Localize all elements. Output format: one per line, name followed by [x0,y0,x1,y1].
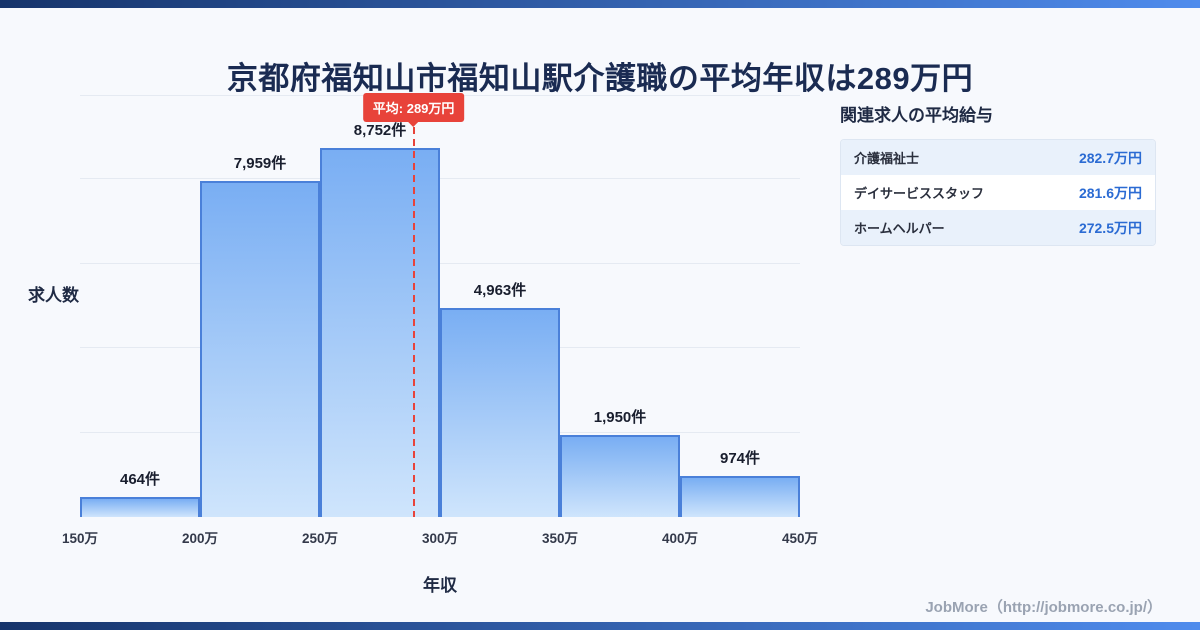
histogram-bar [320,147,440,517]
bar-value-label: 4,963件 [473,281,527,299]
side-panel-title: 関連求人の平均給与 [840,106,993,125]
x-tick-label: 150万 [61,531,99,546]
x-tick-label: 250万 [301,531,339,546]
histogram-bar [200,181,320,517]
job-title-label: ホームヘルパー [854,221,945,236]
bar-value-label: 464件 [119,471,161,489]
job-salary-value: 281.6万円 [1078,184,1142,201]
bottom-gradient-strip [0,622,1200,630]
x-tick-label: 200万 [181,531,219,546]
x-tick-label: 400万 [661,531,699,546]
x-tick-label: 450万 [781,531,819,546]
gridline [80,262,800,264]
bar-value-label: 8,752件 [353,121,407,139]
top-gradient-strip [0,0,1200,8]
bar-value-label: 974件 [719,449,761,467]
bar-value-label: 7,959件 [233,155,287,173]
histogram-bar [680,475,800,517]
average-line [412,127,415,517]
y-axis-label: 求人数 [28,286,79,305]
job-salary-value: 282.7万円 [1078,149,1142,166]
related-jobs-card: 介護福祉士 282.7万円 デイサービススタッフ 281.6万円 ホームヘルパー… [840,139,1156,246]
histogram-bar [80,497,200,517]
x-tick-label: 300万 [421,531,459,546]
related-job-row: デイサービススタッフ 281.6万円 [841,175,1155,210]
x-axis-label: 年収 [423,576,457,595]
footer-credit: JobMore（http://jobmore.co.jp/） [925,599,1162,616]
related-job-row: 介護福祉士 282.7万円 [841,140,1155,175]
x-tick-label: 350万 [541,531,579,546]
histogram-plot: 平均: 289万円 464件 7,959件 8,752件 4,963件 1,950件 97… [62,93,818,546]
bar-value-label: 1,950件 [593,408,647,426]
histogram-bar [560,434,680,517]
page-title: 京都府福知山市福知山駅介護職の平均年収は289万円 [226,60,974,96]
gridline [80,178,800,180]
job-title-label: 介護福祉士 [854,151,920,166]
related-job-row: ホームヘルパー 272.5万円 [841,210,1155,245]
average-badge: 平均: 289万円 [362,93,465,122]
job-title-label: デイサービススタッフ [854,186,985,201]
job-salary-value: 272.5万円 [1078,219,1142,236]
histogram-bar [440,307,560,517]
